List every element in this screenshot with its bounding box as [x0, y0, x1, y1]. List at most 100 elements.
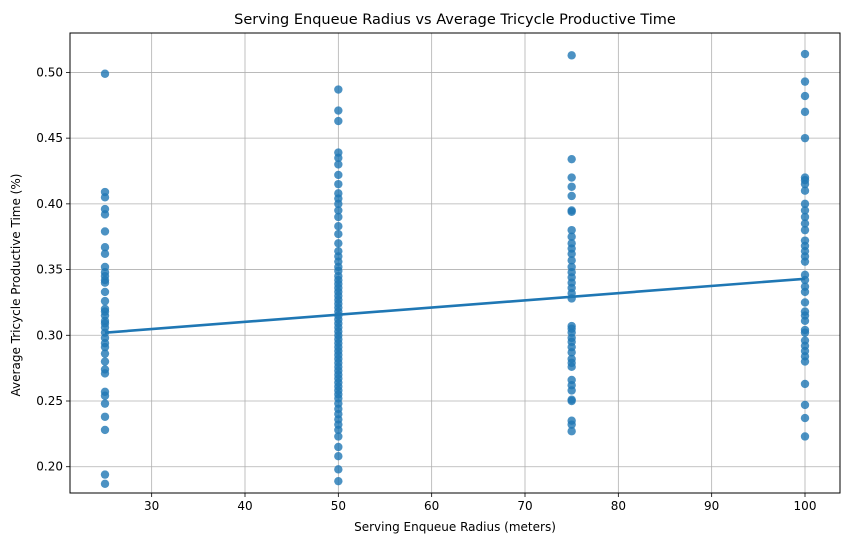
data-point [800, 298, 810, 307]
data-point [334, 476, 343, 486]
y-tick-label: 0.20 [36, 460, 63, 474]
x-tick-label: 40 [237, 499, 252, 513]
data-point [800, 413, 810, 423]
data-point [334, 222, 343, 231]
regression-line-layer [104, 277, 806, 334]
plot-frame [69, 32, 841, 494]
data-point [100, 210, 110, 219]
data-point [334, 442, 343, 452]
data-point [800, 379, 810, 389]
data-point [800, 199, 810, 209]
data-point [334, 239, 343, 248]
data-point [800, 206, 810, 215]
data-point [100, 69, 110, 78]
data-point [100, 479, 110, 488]
chart-title: Serving Enqueue Radius vs Average Tricyc… [234, 12, 676, 28]
data-point [100, 399, 110, 408]
data-point [334, 199, 343, 209]
x-tick-label: 50 [331, 499, 346, 513]
data-point [334, 85, 343, 94]
y-tick-label: 0.35 [36, 263, 63, 277]
data-point [100, 425, 110, 435]
data-point [100, 278, 110, 287]
data-point [567, 362, 576, 372]
y-tick-label: 0.40 [36, 197, 63, 211]
data-point [334, 212, 343, 222]
points-layer [100, 49, 810, 488]
data-point [567, 51, 576, 60]
data-point [100, 412, 110, 421]
data-point [567, 207, 576, 216]
data-point [567, 348, 576, 357]
x-tick-label: 90 [704, 499, 719, 513]
grid-layer [70, 33, 840, 493]
data-point [100, 249, 110, 258]
data-point [567, 173, 576, 182]
data-point [334, 116, 343, 126]
data-point [100, 357, 110, 366]
data-point [334, 106, 343, 115]
data-point [800, 400, 810, 410]
data-point [800, 357, 810, 366]
data-point [800, 316, 810, 326]
data-point [567, 225, 576, 235]
data-point [334, 206, 343, 215]
data-point [100, 193, 110, 202]
data-point [800, 133, 810, 143]
data-point [800, 91, 810, 101]
data-point [100, 296, 110, 306]
x-tick-label: 60 [424, 499, 439, 513]
data-point [800, 77, 810, 86]
data-point [100, 342, 110, 352]
data-point [567, 249, 576, 258]
y-tick-label: 0.50 [36, 65, 63, 79]
data-point [100, 391, 110, 400]
x-tick-label: 70 [517, 499, 532, 513]
data-point [100, 470, 110, 479]
data-point [800, 432, 810, 441]
data-point [567, 154, 576, 164]
data-point [800, 219, 810, 228]
data-point [567, 182, 576, 191]
data-point [800, 257, 810, 266]
data-point [567, 420, 576, 429]
y-tick-label: 0.25 [36, 394, 63, 408]
data-point [100, 243, 110, 252]
data-point [567, 396, 576, 406]
x-axis-label: Serving Enqueue Radius (meters) [354, 520, 556, 534]
data-point [800, 212, 810, 222]
data-point [567, 427, 576, 436]
data-point [334, 229, 343, 239]
x-tick-label: 80 [611, 499, 626, 513]
data-point [800, 49, 810, 59]
x-tick-label: 30 [144, 499, 159, 513]
data-point [800, 287, 810, 297]
y-tick-label: 0.30 [36, 328, 63, 342]
data-point [800, 225, 810, 235]
data-point [567, 232, 576, 241]
y-axis-label: Average Tricycle Productive Time (%) [9, 174, 23, 397]
data-point [800, 186, 810, 195]
data-point [800, 179, 810, 189]
data-point [100, 349, 110, 358]
y-tick-label: 0.45 [36, 131, 63, 145]
regression-line [104, 277, 806, 334]
data-point [800, 107, 810, 117]
data-point [100, 369, 110, 378]
data-point [334, 160, 343, 169]
data-point [334, 452, 343, 461]
data-point [567, 386, 576, 395]
x-tick-label: 100 [794, 499, 817, 513]
data-point [334, 170, 343, 180]
data-point [334, 432, 343, 441]
data-point [567, 191, 576, 201]
data-point [100, 287, 110, 297]
data-point [567, 256, 576, 265]
data-point [334, 425, 343, 435]
data-point [800, 328, 810, 337]
data-point [334, 153, 343, 163]
ticks-layer: 30 40 50 60 70 80 90 100 0.20 0.25 0.30 0.35 0.40 0.4… [36, 65, 816, 513]
data-point [100, 227, 110, 236]
